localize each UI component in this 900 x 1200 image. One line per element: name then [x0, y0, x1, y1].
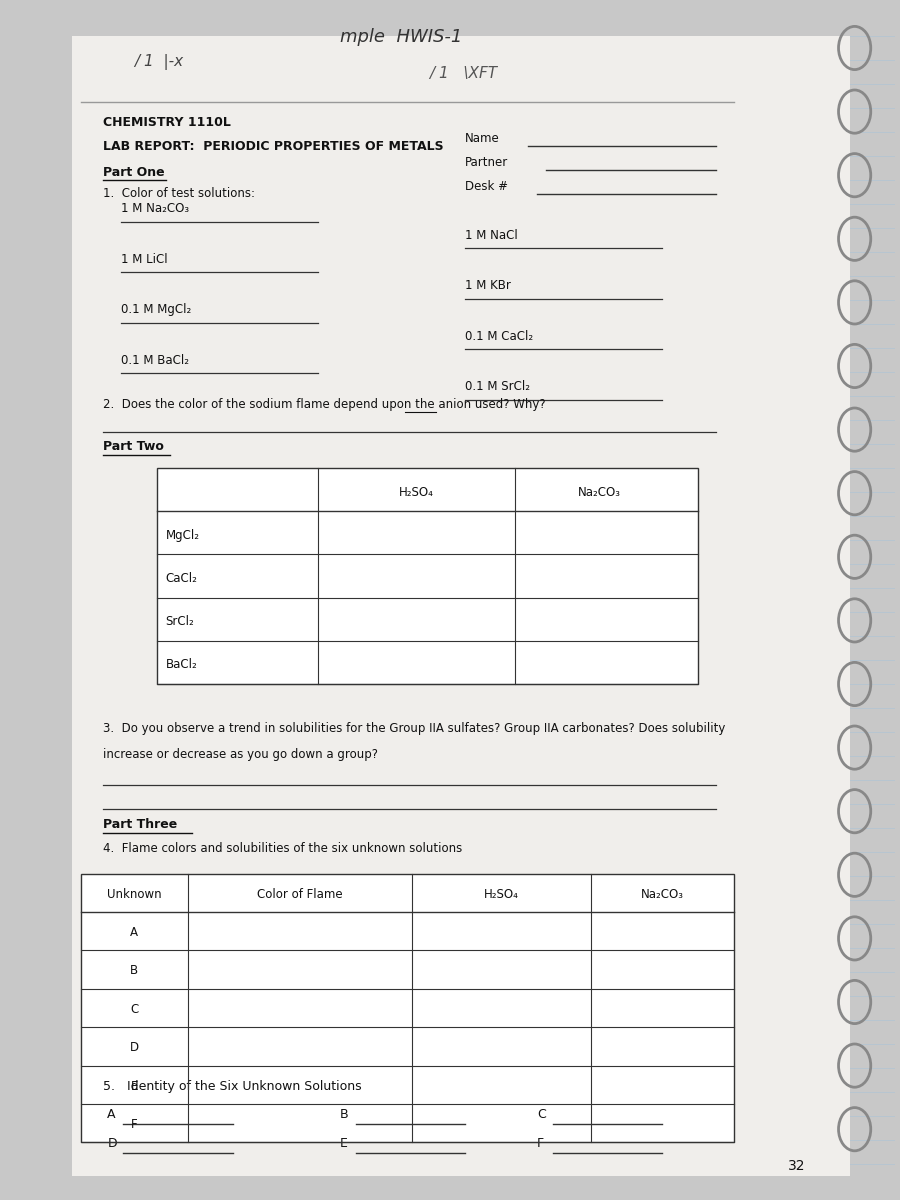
Text: H₂SO₄: H₂SO₄ [483, 888, 518, 900]
Text: 2.  Does the color of the sodium flame depend upon the anion used? Why?: 2. Does the color of the sodium flame de… [103, 398, 545, 410]
Text: Na₂CO₃: Na₂CO₃ [578, 486, 621, 499]
Text: Name: Name [465, 132, 500, 144]
Text: F: F [130, 1118, 138, 1130]
Text: Partner: Partner [465, 156, 508, 168]
Text: 0.1 M MgCl₂: 0.1 M MgCl₂ [121, 304, 191, 316]
Text: Unknown: Unknown [107, 888, 161, 900]
Text: Desk #: Desk # [465, 180, 508, 192]
Text: C: C [537, 1109, 545, 1121]
Text: C: C [130, 1003, 139, 1015]
Bar [157, 468, 698, 684]
Text: Part Two: Part Two [103, 440, 164, 452]
Text: B: B [340, 1109, 348, 1121]
Text: 4.  Flame colors and solubilities of the six unknown solutions: 4. Flame colors and solubilities of the … [103, 842, 463, 854]
Bar [80, 874, 734, 1142]
Text: Part Three: Part Three [103, 818, 177, 830]
Text: MgCl₂: MgCl₂ [166, 529, 200, 541]
Text: / 1   \XFT: / 1 \XFT [429, 66, 498, 80]
Text: A: A [130, 926, 139, 938]
Text: 1 M KBr: 1 M KBr [465, 280, 511, 292]
Text: / 1  |-x: / 1 |-x [134, 54, 184, 70]
Text: 0.1 M BaCl₂: 0.1 M BaCl₂ [121, 354, 189, 367]
Text: CHEMISTRY 1110L: CHEMISTRY 1110L [103, 116, 230, 128]
Text: 1 M LiCl: 1 M LiCl [121, 253, 167, 266]
Text: 5.   Identity of the Six Unknown Solutions: 5. Identity of the Six Unknown Solutions [103, 1080, 362, 1092]
Text: BaCl₂: BaCl₂ [166, 659, 197, 671]
Text: 1 M NaCl: 1 M NaCl [465, 229, 518, 241]
Text: 0.1 M CaCl₂: 0.1 M CaCl₂ [465, 330, 534, 342]
Bar [72, 36, 850, 1176]
Text: H₂SO₄: H₂SO₄ [399, 486, 434, 499]
Text: mple  HWIS-1: mple HWIS-1 [340, 28, 463, 46]
Text: F: F [537, 1138, 544, 1150]
Text: 3.  Do you observe a trend in solubilities for the Group IIA sulfates? Group IIA: 3. Do you observe a trend in solubilitie… [103, 722, 725, 734]
Text: 1 M Na₂CO₃: 1 M Na₂CO₃ [121, 203, 189, 216]
Text: Part One: Part One [103, 167, 165, 179]
Text: A: A [107, 1109, 116, 1121]
Text: LAB REPORT:  PERIODIC PROPERTIES OF METALS: LAB REPORT: PERIODIC PROPERTIES OF METAL… [103, 140, 444, 152]
Text: 0.1 M SrCl₂: 0.1 M SrCl₂ [465, 380, 530, 392]
Text: 32: 32 [788, 1159, 805, 1174]
Text: D: D [107, 1138, 117, 1150]
Text: increase or decrease as you go down a group?: increase or decrease as you go down a gr… [103, 749, 378, 762]
Text: Color of Flame: Color of Flame [257, 888, 343, 900]
Text: E: E [130, 1080, 138, 1092]
Text: Na₂CO₃: Na₂CO₃ [641, 888, 684, 900]
Text: E: E [340, 1138, 348, 1150]
Text: B: B [130, 965, 139, 977]
Text: CaCl₂: CaCl₂ [166, 572, 197, 584]
Text: 1.  Color of test solutions:: 1. Color of test solutions: [103, 187, 255, 199]
Text: SrCl₂: SrCl₂ [166, 616, 194, 629]
Text: D: D [130, 1042, 139, 1054]
